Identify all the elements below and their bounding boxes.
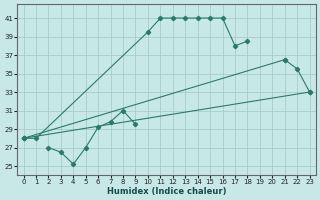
X-axis label: Humidex (Indice chaleur): Humidex (Indice chaleur) (107, 187, 226, 196)
